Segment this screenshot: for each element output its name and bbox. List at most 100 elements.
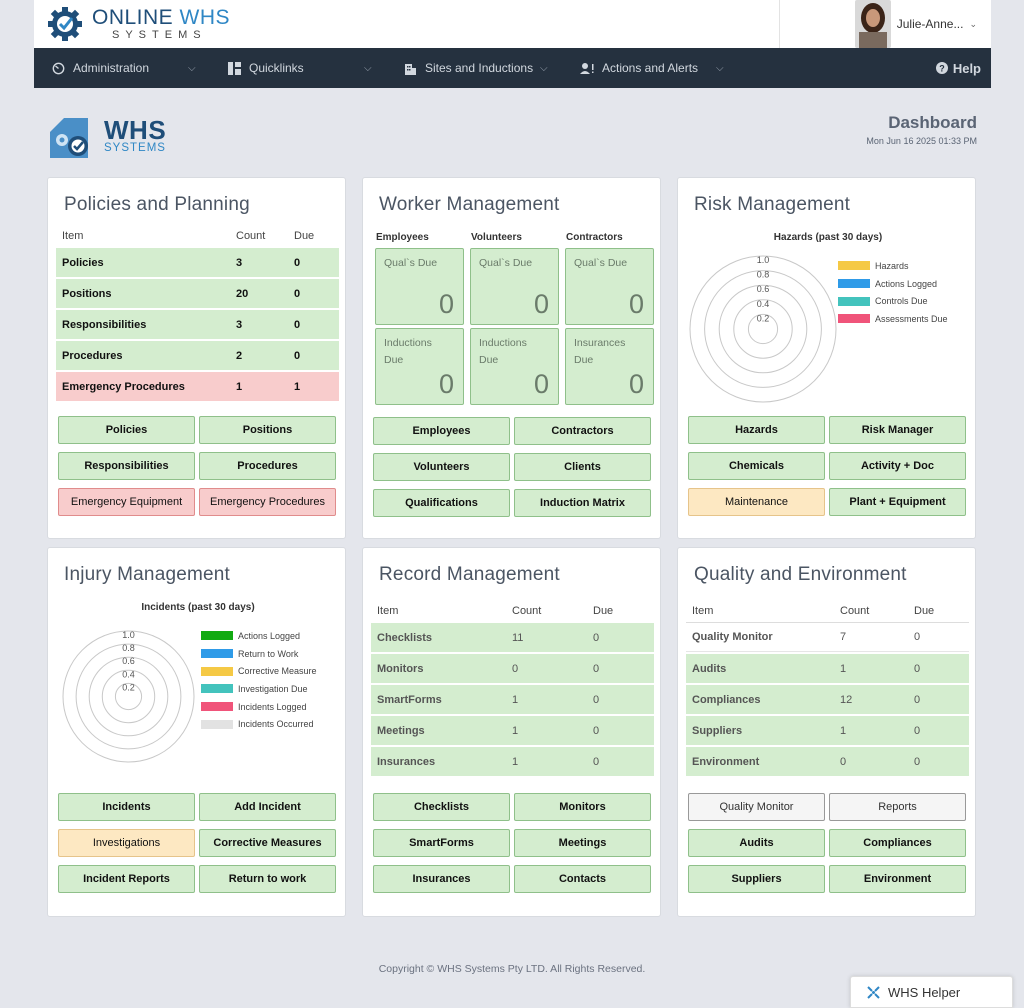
radar-tick-label: 0.2 [757, 313, 770, 323]
user-menu[interactable]: Julie-Anne... ⌄ [854, 0, 977, 48]
legend-item[interactable]: Controls Due [838, 292, 948, 310]
emergency-equipment-button[interactable]: Emergency Equipment [58, 488, 195, 516]
plant-equipment-button[interactable]: Plant + Equipment [829, 488, 966, 516]
audits-button[interactable]: Audits [688, 829, 825, 857]
responsibilities-button[interactable]: Responsibilities [58, 452, 195, 480]
volunteers-quals-due-tile[interactable]: Qual`s Due 0 [470, 248, 559, 325]
contractors-button[interactable]: Contractors [514, 417, 651, 445]
contacts-button[interactable]: Contacts [514, 865, 651, 893]
legend-item[interactable]: Actions Logged [201, 627, 317, 645]
row-item: Audits [692, 662, 727, 675]
chevron-down-icon: ⌵ [540, 62, 548, 74]
emergency-procedures-button[interactable]: Emergency Procedures [199, 488, 336, 516]
logo-online-text: ONLINE [92, 6, 174, 29]
compliances-button[interactable]: Compliances [829, 829, 966, 857]
policies-button[interactable]: Policies [58, 416, 195, 444]
employees-button[interactable]: Employees [373, 417, 510, 445]
contractors-insurances-due-tile[interactable]: Insurances Due 0 [565, 328, 654, 405]
legend-label: Investigation Due [238, 683, 308, 694]
insurances-button[interactable]: Insurances [373, 865, 510, 893]
table-row[interactable]: SmartForms 1 0 [371, 685, 654, 714]
brand-systems-text: SYSTEMS [104, 142, 166, 155]
employees-inductions-due-tile[interactable]: Inductions Due 0 [375, 328, 464, 405]
checklists-button[interactable]: Checklists [373, 793, 510, 821]
nav-actions-alerts[interactable]: Actions and Alerts ⌵ [580, 48, 724, 88]
tile-label: Inductions Due [479, 337, 527, 366]
table-row[interactable]: Environment 0 0 [686, 747, 969, 776]
incidents-button[interactable]: Incidents [58, 793, 195, 821]
row-due: 0 [593, 724, 600, 737]
table-row[interactable]: Procedures 2 0 [56, 341, 339, 370]
legend-swatch [201, 649, 233, 659]
incidents-radar-chart: 1.0 0.8 0.6 0.4 0.2 [62, 630, 195, 763]
table-row[interactable]: Monitors 0 0 [371, 654, 654, 683]
table-row[interactable]: Audits 1 0 [686, 654, 969, 683]
table-row[interactable]: Emergency Procedures 1 1 [56, 372, 339, 401]
nav-administration[interactable]: Administration ⌵ [52, 48, 196, 88]
legend-swatch [201, 666, 233, 676]
table-row[interactable]: Checklists 11 0 [371, 623, 654, 652]
legend-item[interactable]: Incidents Occurred [201, 715, 317, 733]
meetings-button[interactable]: Meetings [514, 829, 651, 857]
qualifications-button[interactable]: Qualifications [373, 489, 510, 517]
whs-helper-button[interactable]: WHS Helper [850, 976, 1013, 1008]
legend-item[interactable]: Investigation Due [201, 680, 317, 698]
return-to-work-button[interactable]: Return to work [199, 865, 336, 893]
monitors-button[interactable]: Monitors [514, 793, 651, 821]
user-name: Julie-Anne... [896, 17, 964, 31]
nav-quicklinks[interactable]: Quicklinks ⌵ [228, 48, 372, 88]
chemicals-button[interactable]: Chemicals [688, 452, 825, 480]
card-title: Policies and Planning [64, 194, 250, 215]
chevron-down-icon: ⌵ [188, 62, 196, 74]
radar-tick-label: 0.8 [757, 270, 770, 280]
quality-monitor-button[interactable]: Quality Monitor [688, 793, 825, 821]
nav-sites-inductions[interactable]: Sites and Inductions ⌵ [404, 48, 548, 88]
table-row[interactable]: Insurances 1 0 [371, 747, 654, 776]
table-row[interactable]: Compliances 12 0 [686, 685, 969, 714]
procedures-button[interactable]: Procedures [199, 452, 336, 480]
help-link[interactable]: ? Help [935, 48, 981, 88]
table-row[interactable]: Quality Monitor 7 0 [686, 623, 969, 652]
table-row[interactable]: Suppliers 1 0 [686, 716, 969, 745]
activity-doc-button[interactable]: Activity + Doc [829, 452, 966, 480]
volunteers-button[interactable]: Volunteers [373, 453, 510, 481]
risk-manager-button[interactable]: Risk Manager [829, 416, 966, 444]
volunteers-inductions-due-tile[interactable]: Inductions Due 0 [470, 328, 559, 405]
table-row[interactable]: Responsibilities 3 0 [56, 310, 339, 339]
row-count: 12 [840, 693, 853, 706]
reports-button[interactable]: Reports [829, 793, 966, 821]
positions-button[interactable]: Positions [199, 416, 336, 444]
corrective-measures-button[interactable]: Corrective Measures [199, 829, 336, 857]
environment-button[interactable]: Environment [829, 865, 966, 893]
induction-matrix-button[interactable]: Induction Matrix [514, 489, 651, 517]
header-divider [779, 0, 780, 48]
legend-item[interactable]: Assessments Due [838, 310, 948, 328]
column-header: Due [294, 230, 315, 242]
legend-item[interactable]: Incidents Logged [201, 698, 317, 716]
legend-item[interactable]: Return to Work [201, 645, 317, 663]
online-whs-logo[interactable]: ONLINE WHS SYSTEMS [46, 5, 230, 43]
legend-swatch [838, 314, 870, 324]
suppliers-button[interactable]: Suppliers [688, 865, 825, 893]
radar-ring [114, 682, 143, 711]
smartforms-button[interactable]: SmartForms [373, 829, 510, 857]
worker-buttons: Employees Contractors Volunteers Clients… [373, 417, 651, 517]
legend-swatch [201, 631, 233, 641]
table-row[interactable]: Meetings 1 0 [371, 716, 654, 745]
legend-label: Actions Logged [238, 630, 301, 641]
add-incident-button[interactable]: Add Incident [199, 793, 336, 821]
legend-item[interactable]: Hazards [838, 257, 948, 275]
employees-quals-due-tile[interactable]: Qual`s Due 0 [375, 248, 464, 325]
clients-button[interactable]: Clients [514, 453, 651, 481]
table-row[interactable]: Positions 20 0 [56, 279, 339, 308]
column-header: Count [840, 604, 870, 617]
maintenance-button[interactable]: Maintenance [688, 488, 825, 516]
worker-management-card: Worker Management Employees Volunteers C… [362, 177, 661, 539]
investigations-button[interactable]: Investigations [58, 829, 195, 857]
incident-reports-button[interactable]: Incident Reports [58, 865, 195, 893]
legend-item[interactable]: Actions Logged [838, 275, 948, 293]
table-row[interactable]: Policies 3 0 [56, 248, 339, 277]
legend-item[interactable]: Corrective Measure [201, 662, 317, 680]
contractors-quals-due-tile[interactable]: Qual`s Due 0 [565, 248, 654, 325]
hazards-button[interactable]: Hazards [688, 416, 825, 444]
